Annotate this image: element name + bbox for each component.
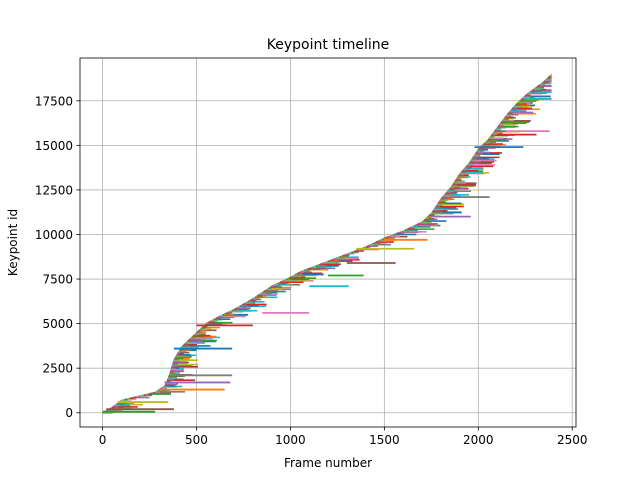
x-tick-label: 2500 [557,433,588,447]
y-tick-label: 2500 [42,362,73,376]
x-tick-label: 500 [185,433,208,447]
y-axis-label: Keypoint id [6,209,20,276]
chart-title: Keypoint timeline [267,37,389,53]
y-gridlines [80,100,576,414]
y-tick-label: 5000 [42,317,73,331]
data-region [102,73,552,414]
x-tick-label: 2000 [463,433,494,447]
y-tick-label: 0 [65,406,73,420]
y-tick-label: 17500 [35,94,73,108]
x-axis-ticks: 0 500 1000 1500 2000 2500 [99,427,588,447]
x-tick-label: 1000 [275,433,306,447]
plot-frame [79,57,577,428]
y-tick-label: 7500 [42,273,73,287]
x-tick-label: 1500 [369,433,400,447]
x-axis-label: Frame number [284,456,372,470]
x-tick-label: 0 [99,433,107,447]
plot-area-background [80,58,576,427]
y-axis-ticks: 0 2500 5000 7500 10000 12500 15000 17500 [35,94,80,420]
y-tick-label: 10000 [35,228,73,242]
y-tick-label: 12500 [35,183,73,197]
y-tick-label: 15000 [35,139,73,153]
keypoint-track-lines [102,73,552,414]
